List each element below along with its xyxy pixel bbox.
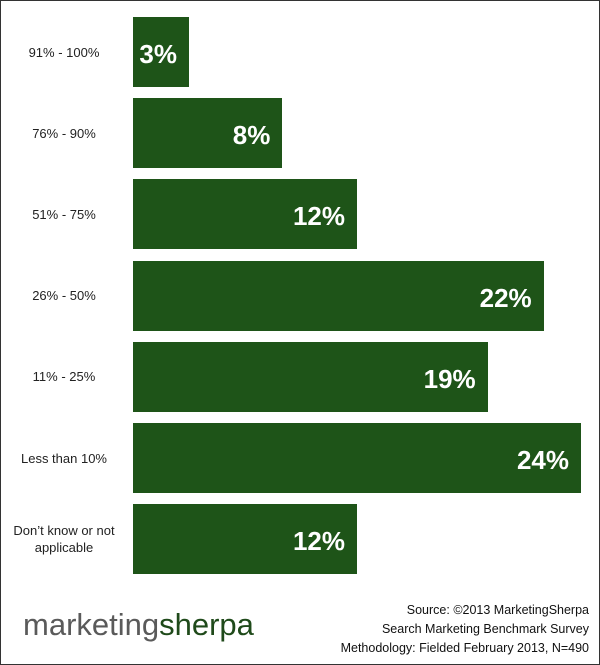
value-label: 3%: [139, 39, 177, 69]
bar: [133, 179, 357, 250]
value-label: 8%: [232, 120, 271, 151]
source-line: Search Marketing Benchmark Survey: [381, 622, 589, 636]
value-label: 12%: [292, 526, 345, 557]
category-label: 26% - 50%: [32, 288, 96, 304]
bar: [133, 98, 283, 169]
category-label: 11% - 25%: [32, 369, 96, 385]
value-label: 24%: [516, 445, 569, 475]
bar: [133, 504, 357, 575]
bar: [133, 341, 488, 412]
source-line: Methodology: Fielded February 2013, N=49…: [340, 641, 589, 655]
value-label: 19%: [423, 363, 476, 394]
value-label: 12%: [292, 201, 345, 232]
source-line: Source: ©2013 MarketingSherpa: [406, 603, 589, 617]
category-label: 91% - 100%: [28, 44, 100, 60]
bar: [133, 17, 189, 87]
category-label: 76% - 90%: [32, 125, 96, 141]
bar: [133, 423, 581, 493]
category-label: Less than 10%: [20, 450, 107, 466]
category-label: 51% - 75%: [32, 206, 96, 222]
bar: [133, 260, 544, 331]
source-note: Source: ©2013 MarketingSherpa Search Mar…: [341, 601, 589, 658]
value-label: 22%: [479, 282, 532, 313]
logo: marketingsherpa: [23, 607, 254, 643]
logo-text: marketing: [23, 607, 160, 642]
logo-text: sherpa: [159, 607, 254, 642]
category-label: Don’t know or not applicable: [13, 523, 115, 556]
